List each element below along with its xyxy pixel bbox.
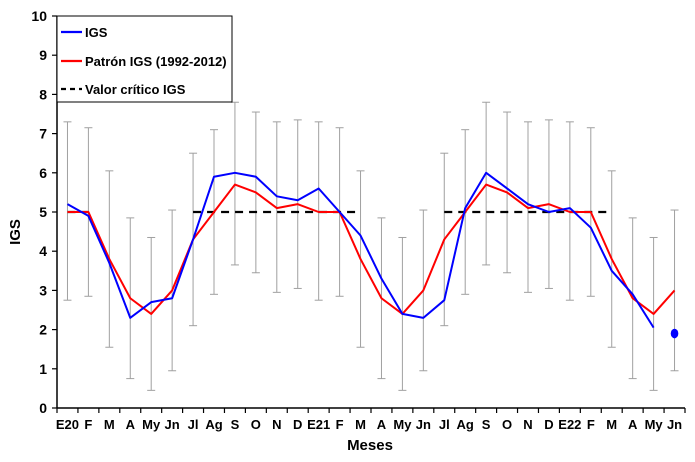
x-tick-label: Jl — [439, 417, 450, 432]
x-tick-label: O — [251, 417, 261, 432]
x-tick-label: Jn — [165, 417, 180, 432]
x-tick-label: A — [126, 417, 136, 432]
y-tick-label: 2 — [39, 322, 47, 338]
x-tick-label: D — [293, 417, 302, 432]
x-tick-label: Ag — [457, 417, 474, 432]
x-tick-label: A — [377, 417, 387, 432]
legend-label: Patrón IGS (1992-2012) — [85, 54, 227, 69]
y-axis-label: IGS — [7, 219, 24, 245]
x-tick-label: My — [142, 417, 161, 432]
y-tick-label: 6 — [39, 165, 47, 181]
x-tick-label: M — [606, 417, 617, 432]
x-axis-label: Meses — [347, 437, 393, 454]
y-tick-label: 5 — [39, 204, 47, 220]
igs-marker-point — [670, 328, 679, 339]
x-tick-label: D — [544, 417, 553, 432]
x-tick-label: E20 — [56, 417, 79, 432]
legend-box — [56, 15, 233, 103]
x-tick-label: Jn — [416, 417, 431, 432]
legend-label: IGS — [85, 25, 108, 40]
x-tick-label: Jn — [667, 417, 682, 432]
x-tick-label: S — [482, 417, 491, 432]
y-tick-label: 7 — [39, 126, 47, 142]
x-tick-label: Ag — [205, 417, 222, 432]
x-tick-label: My — [393, 417, 412, 432]
x-tick-label: N — [272, 417, 281, 432]
igs-series-line — [66, 171, 655, 329]
y-tick-label: 10 — [31, 8, 47, 24]
x-tick-label: Jl — [188, 417, 199, 432]
y-tick-label: 0 — [39, 400, 47, 416]
y-tick-label: 1 — [39, 361, 47, 377]
x-tick-label: E22 — [558, 417, 581, 432]
y-tick-label: 9 — [39, 47, 47, 63]
error-bars — [63, 101, 679, 391]
x-tick-label: N — [523, 417, 532, 432]
y-tick-label: 4 — [39, 243, 47, 259]
x-tick-label: M — [355, 417, 366, 432]
x-tick-label: O — [502, 417, 512, 432]
legend-label: Valor crítico IGS — [85, 82, 186, 97]
x-tick-label: M — [104, 417, 115, 432]
x-tick-label: E21 — [307, 417, 330, 432]
y-tick-label: 8 — [39, 86, 47, 102]
y-tick-label: 3 — [39, 282, 47, 298]
x-tick-label: F — [84, 417, 92, 432]
x-tick-label: My — [645, 417, 664, 432]
legend: IGS Patrón IGS (1992-2012) Valor crítico I… — [56, 15, 233, 103]
series-lines — [66, 171, 679, 339]
x-tick-label: F — [336, 417, 344, 432]
pattern-series-line — [67, 183, 676, 315]
x-tick-label: F — [587, 417, 595, 432]
x-tick-label: A — [628, 417, 638, 432]
x-tick-label: S — [231, 417, 240, 432]
